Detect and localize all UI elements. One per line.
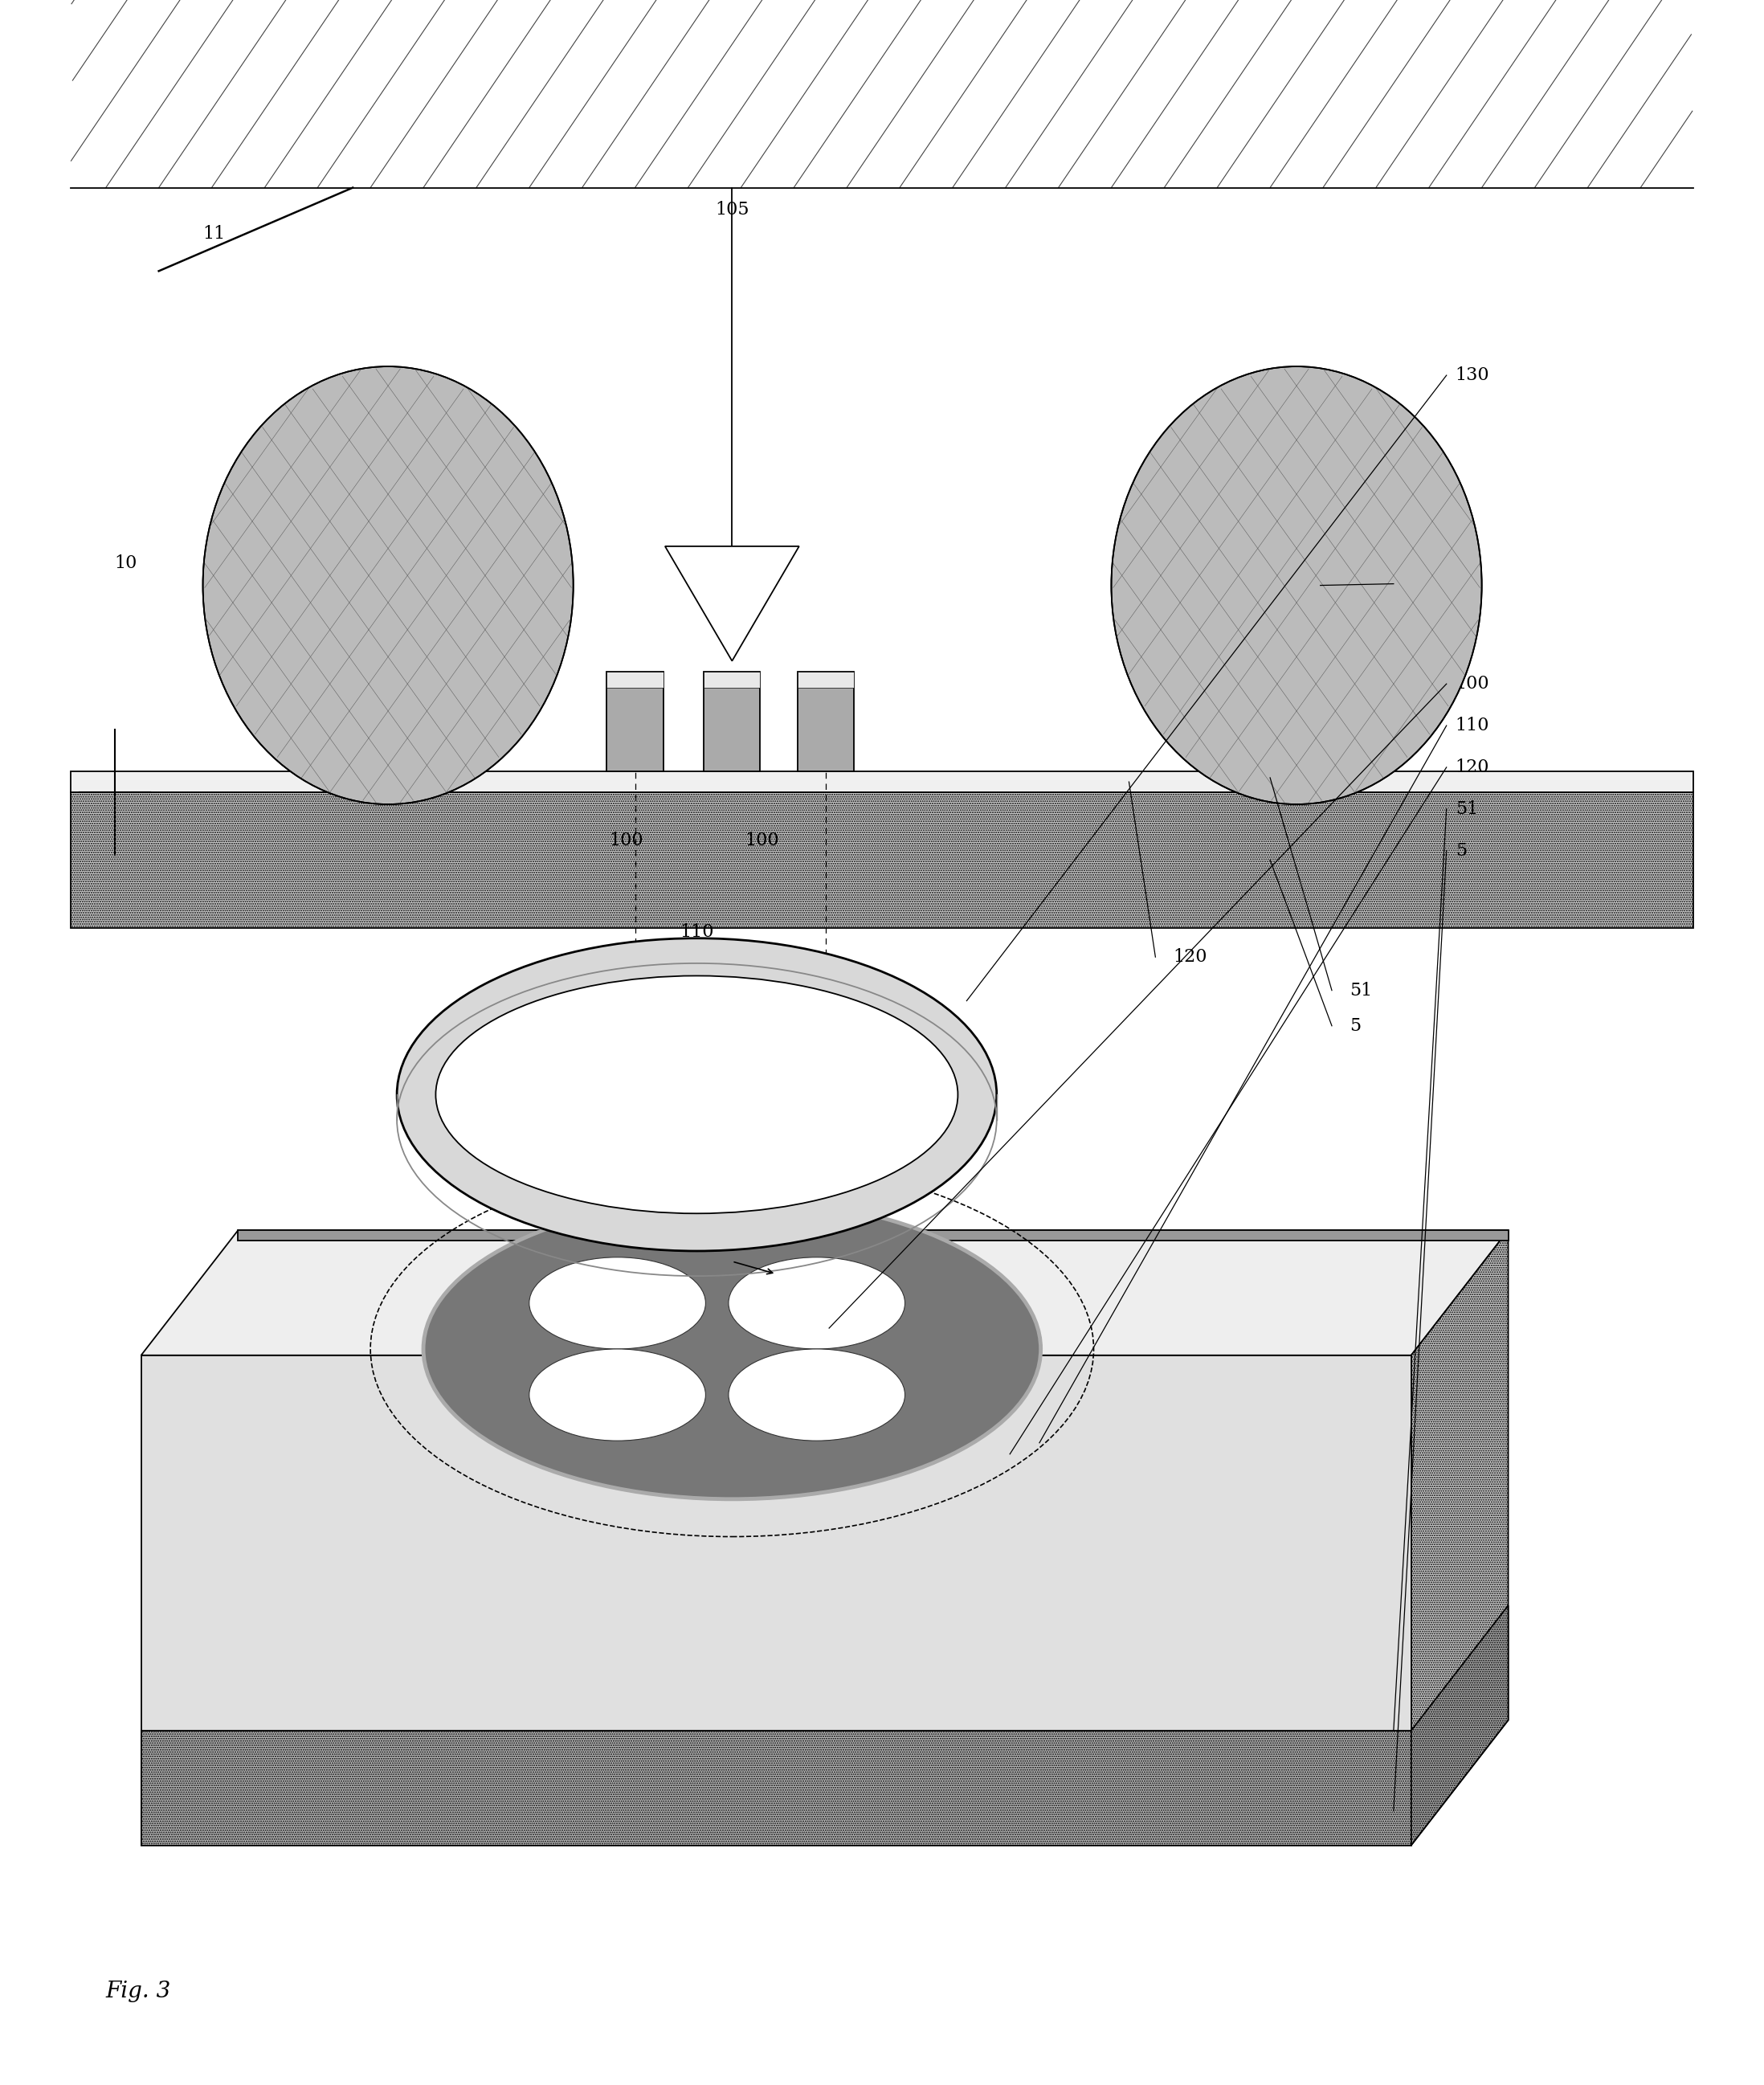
Text: 105: 105 <box>714 202 750 219</box>
Polygon shape <box>1411 1230 1508 1845</box>
Ellipse shape <box>436 976 958 1213</box>
Bar <box>71 0 1693 188</box>
Text: 51: 51 <box>1455 801 1478 817</box>
Text: 51: 51 <box>1349 982 1372 999</box>
Polygon shape <box>665 546 799 661</box>
Bar <box>365 496 524 673</box>
Bar <box>704 671 760 688</box>
Text: 5: 5 <box>1349 1017 1360 1034</box>
Bar <box>704 671 760 771</box>
Ellipse shape <box>529 1349 706 1441</box>
Bar <box>607 671 663 771</box>
Text: 130: 130 <box>1411 575 1445 592</box>
Bar <box>1161 496 1319 673</box>
Ellipse shape <box>729 1257 905 1349</box>
Text: 100: 100 <box>609 832 644 849</box>
Ellipse shape <box>529 1257 706 1349</box>
Ellipse shape <box>397 938 997 1251</box>
Text: 10: 10 <box>115 555 138 571</box>
Bar <box>71 771 1693 792</box>
Ellipse shape <box>423 1199 1041 1499</box>
Polygon shape <box>141 1230 1508 1355</box>
Text: Fig. 3: Fig. 3 <box>106 1981 171 2002</box>
Text: 11: 11 <box>203 225 226 242</box>
Circle shape <box>203 367 573 805</box>
Bar <box>797 671 854 771</box>
Polygon shape <box>1411 1605 1508 1845</box>
Polygon shape <box>238 1230 1508 1241</box>
Text: 5: 5 <box>1455 842 1466 859</box>
Circle shape <box>1111 367 1482 805</box>
Polygon shape <box>141 1731 1411 1845</box>
Bar <box>797 671 854 688</box>
Polygon shape <box>141 1355 1411 1845</box>
Text: 110: 110 <box>679 924 714 940</box>
Text: 120: 120 <box>1455 759 1489 776</box>
Bar <box>71 792 1693 928</box>
Bar <box>607 671 663 688</box>
Text: 120: 120 <box>1173 949 1207 965</box>
Text: 130: 130 <box>1455 367 1489 384</box>
Text: 100: 100 <box>1455 676 1489 692</box>
Text: 110: 110 <box>1455 717 1489 734</box>
Text: 100: 100 <box>744 832 780 849</box>
Ellipse shape <box>729 1349 905 1441</box>
